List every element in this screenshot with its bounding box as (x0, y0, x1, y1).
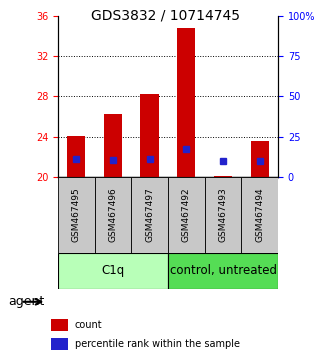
Bar (251, 141, 269, 177)
Text: GSM467494: GSM467494 (255, 188, 264, 242)
Bar (168, 177, 205, 253)
Bar (58, 253, 168, 289)
Bar (241, 177, 278, 253)
Bar (51, 338, 68, 350)
Text: GSM467495: GSM467495 (72, 188, 81, 242)
Text: GDS3832 / 10714745: GDS3832 / 10714745 (91, 9, 240, 23)
Text: GSM467496: GSM467496 (109, 188, 118, 242)
Text: percentile rank within the sample: percentile rank within the sample (75, 339, 240, 349)
Bar (177, 28, 196, 177)
Text: C1q: C1q (101, 264, 124, 277)
Bar (58, 177, 95, 253)
Bar (131, 177, 168, 253)
Bar (95, 177, 131, 253)
Text: control, untreated: control, untreated (169, 264, 276, 277)
Bar (140, 95, 159, 177)
Bar (51, 319, 68, 331)
Bar (104, 114, 122, 177)
Text: agent: agent (8, 295, 45, 308)
Text: GSM467493: GSM467493 (218, 188, 227, 242)
Bar (168, 253, 278, 289)
Text: GSM467492: GSM467492 (182, 188, 191, 242)
Text: GSM467497: GSM467497 (145, 188, 154, 242)
Bar (205, 177, 241, 253)
Text: count: count (75, 320, 103, 330)
Bar (67, 136, 85, 177)
